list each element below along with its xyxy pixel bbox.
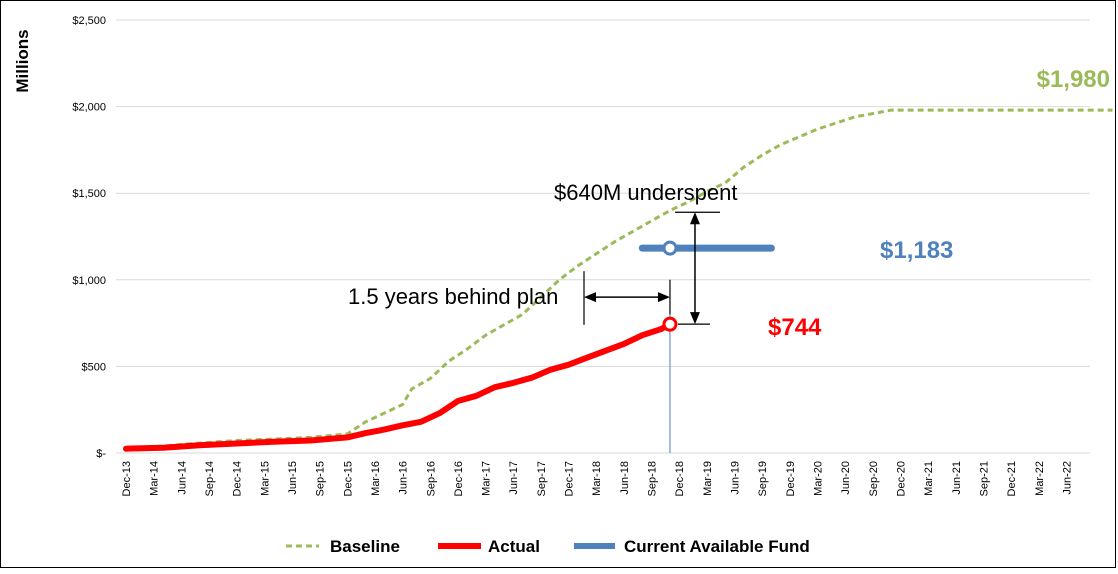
x-tick-label: Dec-19 [785, 461, 797, 496]
x-tick-label: Sep-19 [757, 461, 769, 496]
underspent-label: $640M underspent [554, 180, 737, 205]
x-tick-label: Sep-18 [647, 461, 659, 496]
x-tick-label: Jun-15 [287, 461, 299, 495]
x-tick-label: Mar-21 [923, 461, 935, 496]
behind-arrow-head-left [584, 292, 596, 303]
x-tick-label: Dec-21 [1006, 461, 1018, 496]
y-axis-label: Millions [13, 29, 32, 92]
behind-arrow-head-right [657, 292, 670, 303]
underspent-arrow-head-top [689, 212, 700, 225]
actual-marker [662, 316, 678, 332]
legend-fund-label: Current Available Fund [624, 537, 810, 556]
x-tick-label: Jun-18 [619, 461, 631, 495]
x-tick-label: Sep-17 [536, 461, 548, 496]
x-tick-label: Mar-14 [149, 461, 161, 496]
x-tick-label: Jun-14 [176, 461, 188, 495]
x-tick-label: Dec-20 [895, 461, 907, 496]
fund-marker [662, 240, 678, 256]
x-tick-label: Jun-17 [508, 461, 520, 495]
x-tick-label: Sep-20 [868, 461, 880, 496]
legend-actual-label: Actual [488, 537, 540, 556]
x-tick-label: Jun-16 [398, 461, 410, 495]
annotations: $1,980 $1,183 $744 $640M underspent 1.5 year… [348, 66, 1110, 453]
x-tick-label: Jun-22 [1061, 461, 1073, 495]
legend-fund: Current Available Fund [574, 537, 810, 556]
x-tick-label: Dec-16 [453, 461, 465, 496]
x-tick-label: Mar-22 [1034, 461, 1046, 496]
x-tick-label: Jun-21 [951, 461, 963, 495]
legend: Baseline Actual Current Available Fund [286, 537, 810, 556]
x-tick-label: Jun-19 [730, 461, 742, 495]
y-tick-label: $1,000 [72, 275, 106, 287]
baseline-end-label: $1,980 [1037, 66, 1110, 93]
x-tick-label: Sep-15 [315, 461, 327, 496]
y-tick-label: $500 [82, 361, 106, 373]
x-tick-label: Dec-18 [674, 461, 686, 496]
x-tick-label: Mar-20 [813, 461, 825, 496]
behind-label: 1.5 years behind plan [348, 284, 558, 309]
legend-actual: Actual [438, 537, 540, 556]
underspent-arrow-head-bottom [689, 312, 700, 325]
gridlines [116, 19, 1090, 454]
y-tick-label: $2,000 [72, 102, 106, 114]
x-tick-label: Sep-14 [204, 461, 216, 496]
x-tick-label: Mar-15 [259, 461, 271, 496]
x-tick-label: Jun-20 [840, 461, 852, 495]
x-tick-label: Mar-18 [591, 461, 603, 496]
y-tick-label: $2,500 [72, 15, 106, 27]
y-tick-label: $1,500 [72, 188, 106, 200]
x-tick-label: Mar-16 [370, 461, 382, 496]
legend-baseline-label: Baseline [330, 537, 400, 556]
y-axis-ticks: $- $500 $1,000 $1,500 $2,000 $2,500 [72, 15, 106, 460]
x-tick-label: Dec-17 [564, 461, 576, 496]
x-tick-label: Mar-19 [702, 461, 714, 496]
y-tick-label: $- [96, 448, 106, 460]
legend-baseline: Baseline [286, 537, 400, 556]
actual-value-label: $744 [768, 314, 822, 341]
x-tick-label: Mar-17 [481, 461, 493, 496]
x-tick-label: Dec-15 [342, 461, 354, 496]
fund-value-label: $1,183 [880, 237, 953, 264]
baseline-line [125, 108, 1113, 450]
x-tick-label: Sep-21 [978, 461, 990, 496]
x-tick-label: Dec-13 [121, 461, 133, 496]
x-axis-ticks: Dec-13 Mar-14 Jun-14 Sep-14 Dec-14 Mar-15 Jun-… [121, 461, 1073, 496]
x-tick-label: Dec-14 [232, 461, 244, 496]
x-tick-label: Sep-16 [425, 461, 437, 496]
actual-line [123, 321, 673, 452]
